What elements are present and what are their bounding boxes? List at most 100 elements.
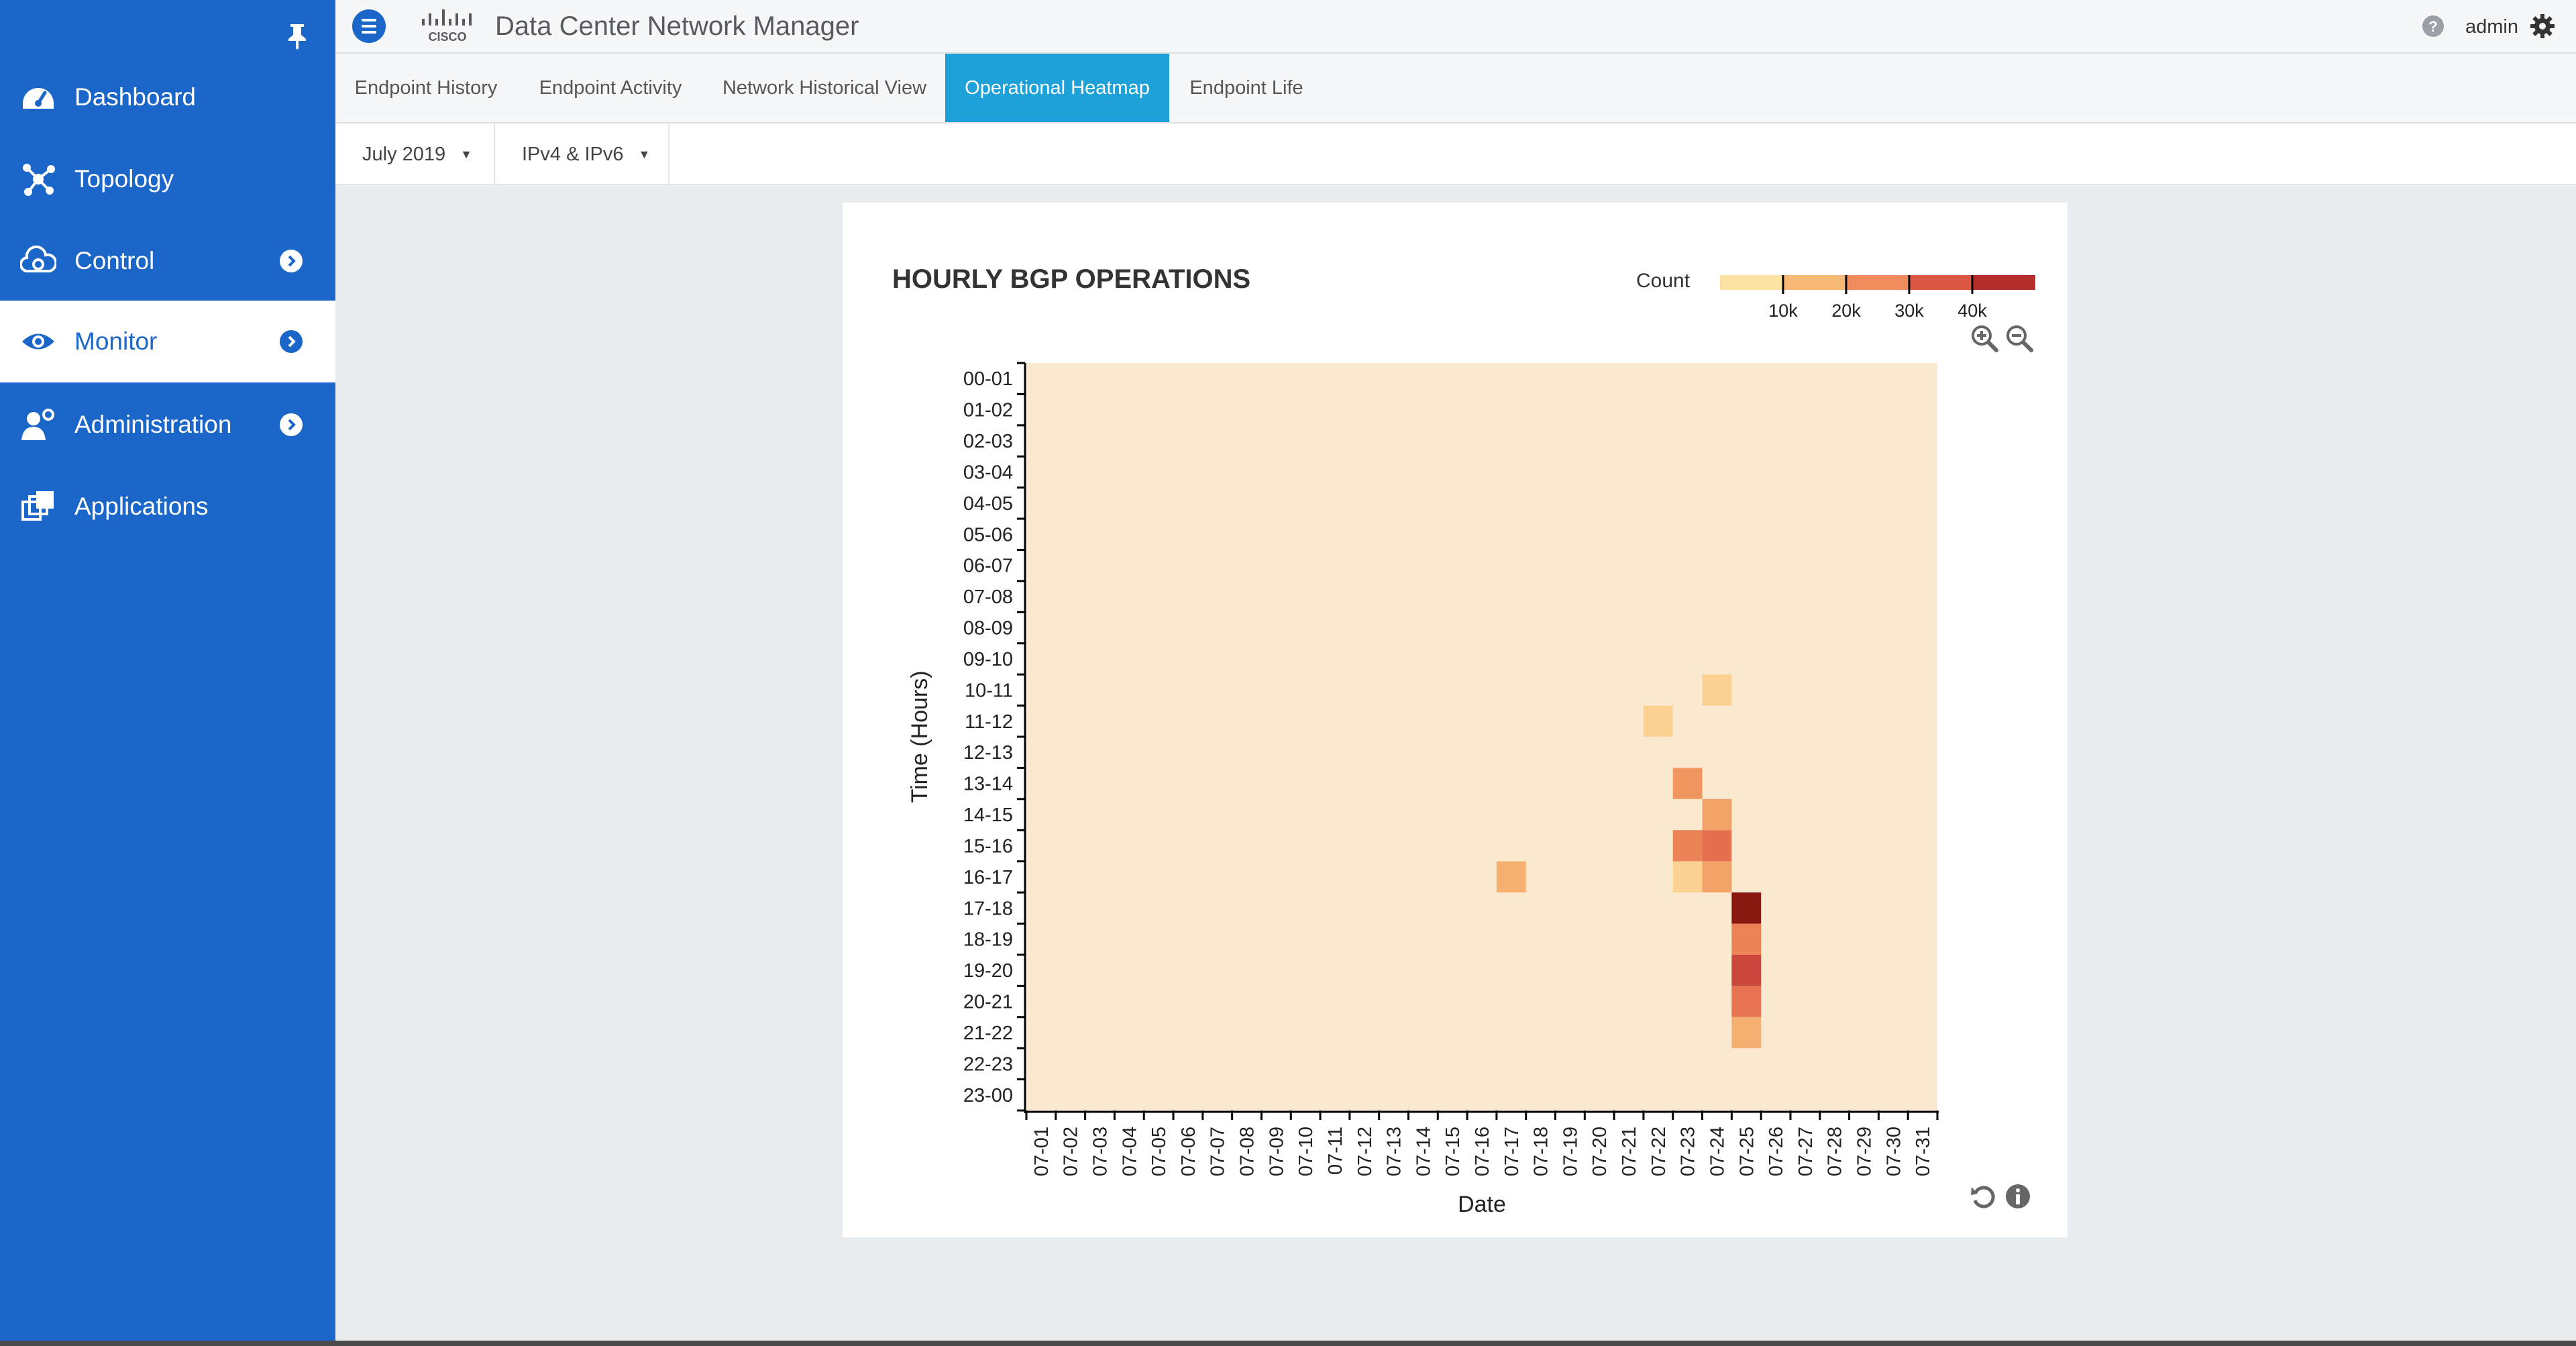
sidebar-item-monitor[interactable]: Monitor [0, 301, 335, 382]
x-tick-label: 07-31 [1913, 1127, 1934, 1176]
legend-tick-label: 20k [1831, 301, 1861, 321]
y-tick-label: 13-14 [963, 774, 1013, 795]
menu-icon[interactable] [352, 9, 386, 43]
y-tick-label: 08-09 [963, 618, 1013, 639]
topology-icon [23, 164, 55, 196]
sidebar-item-topology[interactable]: Topology [0, 138, 335, 220]
tab-endpoint-activity[interactable]: Endpoint Activity [539, 76, 682, 99]
heatmap-cell [1702, 674, 1732, 706]
y-tick-label: 17-18 [963, 898, 1013, 919]
sidebar-item-control[interactable]: Control [0, 220, 335, 302]
heatmap-cell [1643, 705, 1673, 737]
x-tick-label: 07-12 [1354, 1127, 1376, 1176]
heatmap-cell [1731, 986, 1762, 1017]
app-header: CISCO Data Center Network Manager ? admi… [335, 0, 2576, 54]
user-menu[interactable]: admin [2465, 16, 2518, 38]
y-tick-label: 19-20 [963, 960, 1013, 982]
info-icon[interactable] [2004, 1183, 2031, 1210]
x-tick-label: 07-15 [1442, 1127, 1464, 1176]
filter-bar: July 2019 ▼ IPv4 & IPv6 ▼ [335, 123, 2576, 185]
sidebar-item-label: Control [74, 247, 155, 274]
x-tick-label: 07-05 [1148, 1127, 1170, 1176]
help-icon[interactable]: ? [2422, 15, 2445, 38]
y-tick-label: 12-13 [963, 742, 1013, 764]
sidebar-item-dashboard[interactable]: Dashboard [0, 56, 335, 138]
y-tick-label: 21-22 [963, 1023, 1013, 1044]
pin-icon[interactable] [285, 23, 309, 50]
chevron-right-icon[interactable] [279, 249, 303, 273]
y-tick-label: 22-23 [963, 1053, 1013, 1075]
x-axis-label: Date [1458, 1192, 1506, 1217]
heatmap-cell [1672, 768, 1703, 799]
sidebar: Dashboard Topology Control Monitor [0, 0, 335, 1346]
y-tick-label: 02-03 [963, 431, 1013, 452]
zoom-out-icon[interactable] [2004, 323, 2034, 353]
tab-endpoint-history[interactable]: Endpoint History [354, 76, 498, 99]
sidebar-item-label: Monitor [74, 327, 158, 355]
x-tick-label: 07-11 [1325, 1127, 1346, 1175]
y-tick-label: 23-00 [963, 1085, 1013, 1106]
x-tick-label: 07-22 [1648, 1127, 1670, 1176]
legend-color-segment [1909, 275, 1972, 290]
y-tick-label: 07-08 [963, 586, 1013, 608]
ip-version-dropdown-value: IPv4 & IPv6 [522, 143, 624, 165]
zoom-in-icon[interactable] [1970, 323, 1999, 353]
y-axis-label: Time (Hours) [907, 670, 932, 803]
heatmap-card: HOURLY BGP OPERATIONS Count 00-01 01-02 02… [843, 203, 2068, 1237]
x-tick-label: 07-16 [1472, 1127, 1493, 1176]
eye-icon [22, 333, 54, 350]
heatmap-cell [1496, 861, 1526, 893]
x-tick-label: 07-04 [1119, 1127, 1140, 1176]
heatmap-cell [1731, 892, 1762, 924]
chevron-right-icon[interactable] [279, 329, 303, 354]
heatmap-cell [1731, 1017, 1762, 1049]
x-tick-label: 07-08 [1237, 1127, 1258, 1176]
x-tick-label: 07-10 [1295, 1127, 1317, 1176]
heatmap-cell [1731, 954, 1762, 986]
legend-color-segment [1972, 275, 2035, 290]
dashboard-icon [23, 88, 54, 109]
x-tick-label: 07-17 [1501, 1127, 1523, 1176]
reset-icon[interactable] [1970, 1183, 1996, 1210]
y-tick-label: 11-12 [965, 711, 1013, 733]
heatmap-plot-area [1026, 363, 1937, 1110]
chevron-right-icon[interactable] [279, 413, 303, 437]
svg-text:?: ? [2428, 18, 2437, 35]
y-tick-label: 00-01 [963, 368, 1013, 390]
x-tick-label: 07-23 [1678, 1127, 1699, 1176]
x-tick-label: 07-29 [1854, 1127, 1875, 1176]
y-tick-label: 10-11 [965, 680, 1013, 701]
legend-tick-label: 30k [1894, 301, 1924, 321]
y-tick-label: 18-19 [963, 929, 1013, 951]
x-tick-label: 07-20 [1589, 1127, 1611, 1176]
x-tick-label: 07-14 [1413, 1127, 1434, 1176]
heatmap-cell [1672, 861, 1703, 893]
heatmap-chart: 00-01 01-02 02-03 03-04 04-05 05-06 06-07 07-08… [907, 275, 2035, 1217]
heatmap-cell [1672, 830, 1703, 862]
y-tick-label: 09-10 [963, 649, 1013, 670]
admin-user-icon [21, 409, 54, 440]
x-tick-label: 07-06 [1178, 1127, 1199, 1176]
tab-endpoint-life[interactable]: Endpoint Life [1189, 76, 1303, 99]
tab-operational-heatmap[interactable]: Operational Heatmap [945, 54, 1169, 122]
control-icon [20, 245, 56, 273]
svg-text:CISCO: CISCO [428, 30, 466, 43]
tab-network-historical-view[interactable]: Network Historical View [722, 76, 927, 99]
x-tick-label: 07-03 [1090, 1127, 1112, 1176]
bottom-edge [0, 1341, 2576, 1346]
gear-icon[interactable] [2529, 13, 2556, 40]
x-tick-label: 07-02 [1061, 1127, 1082, 1176]
app-title: Data Center Network Manager [495, 11, 859, 41]
x-tick-label: 07-30 [1883, 1127, 1904, 1176]
ip-version-dropdown[interactable]: IPv4 & IPv6 ▼ [495, 123, 669, 185]
applications-icon [21, 491, 54, 521]
heatmap-cell [1702, 830, 1732, 862]
sidebar-item-applications[interactable]: Applications [0, 466, 335, 548]
month-dropdown[interactable]: July 2019 ▼ [335, 123, 495, 185]
x-tick-label: 07-26 [1766, 1127, 1787, 1176]
sidebar-item-administration[interactable]: Administration [0, 384, 335, 466]
legend-color-segment [1846, 275, 1909, 290]
x-tick-label: 07-24 [1707, 1127, 1728, 1176]
y-tick-label: 06-07 [963, 556, 1013, 577]
y-tick-label: 04-05 [963, 493, 1013, 515]
